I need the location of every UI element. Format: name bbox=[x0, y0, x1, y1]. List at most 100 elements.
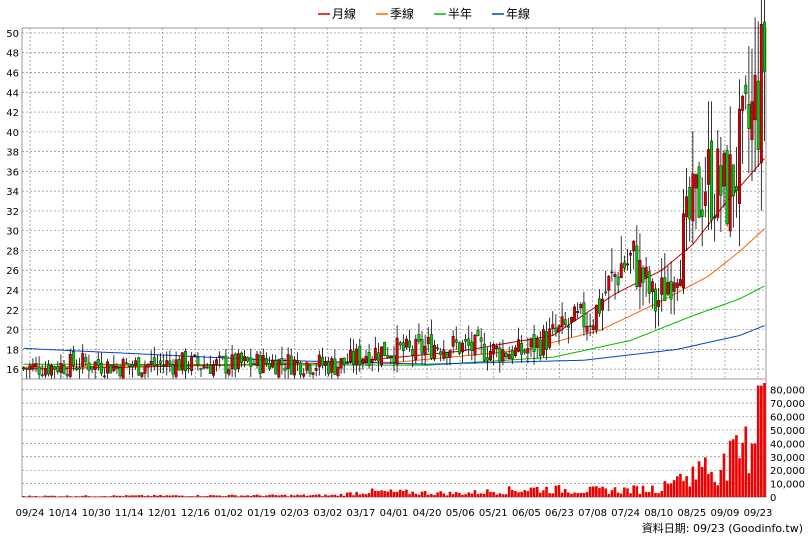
candle-body-169 bbox=[548, 328, 552, 348]
candle-body-223 bbox=[716, 148, 720, 218]
volume-tick-5: 50,000 bbox=[770, 426, 805, 437]
candle-body-15 bbox=[68, 353, 72, 377]
volume-bar-36 bbox=[134, 495, 137, 497]
candle-109 bbox=[361, 357, 365, 370]
volume-bar-63 bbox=[218, 495, 221, 497]
volume-axis: 0 10,000 20,000 30,000 40,000 50,000 60,000 70,… bbox=[770, 386, 805, 504]
volume-bar-193 bbox=[623, 487, 626, 497]
volume-bar-182 bbox=[588, 486, 592, 497]
candle-56 bbox=[196, 352, 200, 371]
date-tick-0: 09/24 bbox=[16, 508, 45, 519]
volume-bar-41 bbox=[149, 496, 153, 497]
candle-17 bbox=[75, 359, 78, 372]
candle-231 bbox=[741, 94, 745, 164]
volume-bar-167 bbox=[542, 490, 545, 497]
volume-bar-179 bbox=[579, 492, 583, 497]
volume-bar-100 bbox=[333, 494, 337, 497]
candle-165 bbox=[535, 335, 539, 359]
volume-bar-104 bbox=[345, 492, 349, 497]
volume-bar-226 bbox=[725, 480, 729, 497]
candle-221 bbox=[710, 101, 713, 230]
candle-body-89 bbox=[299, 362, 303, 375]
volume-bar-178 bbox=[576, 493, 579, 497]
volume-bar-177 bbox=[573, 492, 576, 497]
candle-238 bbox=[762, 0, 766, 142]
date-tick-22: 09/23 bbox=[744, 508, 773, 519]
volume-bar-95 bbox=[317, 494, 321, 497]
candle-145 bbox=[473, 333, 477, 364]
candle-body-33 bbox=[124, 362, 128, 364]
candle-219 bbox=[703, 157, 707, 218]
candle-body-220 bbox=[706, 149, 710, 185]
candle-body-18 bbox=[78, 367, 82, 370]
candle-141 bbox=[461, 340, 464, 363]
candle-64 bbox=[221, 355, 225, 361]
candle-153 bbox=[498, 342, 502, 373]
volume-bar-191 bbox=[616, 492, 620, 497]
candle-66 bbox=[227, 366, 231, 376]
candle-body-103 bbox=[342, 357, 346, 365]
candle-67 bbox=[230, 344, 234, 377]
candle-body-60 bbox=[208, 365, 212, 374]
volume-bar-175 bbox=[567, 492, 570, 497]
candle-214 bbox=[688, 176, 692, 242]
candle-213 bbox=[685, 167, 689, 251]
candle-body-23 bbox=[93, 361, 97, 370]
candle-body-97 bbox=[324, 361, 327, 366]
candle-218 bbox=[700, 177, 704, 247]
candle-136 bbox=[445, 351, 449, 366]
candle-50 bbox=[177, 355, 181, 371]
volume-bar-207 bbox=[666, 483, 670, 497]
candle-23 bbox=[93, 361, 97, 381]
volume-bar-54 bbox=[190, 496, 193, 497]
candle-body-10 bbox=[53, 366, 57, 370]
candle-body-207 bbox=[666, 282, 670, 295]
candle-164 bbox=[532, 324, 536, 365]
volume-tick-3: 30,000 bbox=[770, 453, 805, 464]
volume-bar-220 bbox=[707, 474, 710, 497]
volume-bar-114 bbox=[377, 491, 380, 497]
legend-label-3: 年線 bbox=[506, 6, 530, 21]
candle-77 bbox=[261, 348, 265, 374]
candle-223 bbox=[716, 129, 720, 222]
candle-body-150 bbox=[489, 350, 492, 361]
volume-bar-190 bbox=[613, 487, 617, 497]
candle-21 bbox=[87, 354, 91, 379]
volume-bar-23 bbox=[93, 496, 97, 497]
candle-112 bbox=[370, 356, 374, 372]
candle-body-199 bbox=[641, 267, 645, 283]
candle-body-6 bbox=[40, 374, 44, 377]
candle-body-237 bbox=[759, 24, 763, 163]
candle-134 bbox=[439, 347, 443, 362]
volume-bar-13 bbox=[62, 496, 66, 497]
candle-43 bbox=[155, 355, 159, 376]
volume-bar-48 bbox=[171, 495, 175, 497]
candle-body-124 bbox=[408, 340, 412, 348]
candle-body-84 bbox=[283, 367, 287, 371]
candle-body-133 bbox=[436, 347, 440, 349]
candle-body-201 bbox=[647, 271, 651, 294]
volume-bar-153 bbox=[498, 493, 502, 497]
volume-bar-77 bbox=[261, 496, 265, 497]
candle-74 bbox=[252, 358, 256, 366]
candle-30 bbox=[115, 363, 119, 374]
candle-34 bbox=[127, 363, 131, 375]
candle-107 bbox=[355, 343, 359, 375]
candle-193 bbox=[622, 255, 626, 273]
candle-body-86 bbox=[289, 355, 293, 375]
candle-88 bbox=[296, 352, 299, 372]
candle-body-205 bbox=[660, 277, 664, 295]
candle-196 bbox=[632, 240, 636, 270]
volume-bar-46 bbox=[165, 495, 169, 497]
candle-body-189 bbox=[610, 271, 614, 274]
candle-body-184 bbox=[594, 304, 598, 331]
candle-body-67 bbox=[230, 354, 234, 370]
volume-bar-137 bbox=[448, 491, 452, 497]
volume-bar-61 bbox=[212, 495, 215, 497]
candle-169 bbox=[548, 317, 552, 350]
candle-body-101 bbox=[336, 366, 340, 377]
candle-body-129 bbox=[423, 345, 427, 356]
candle-217 bbox=[697, 161, 701, 219]
volume-bar-30 bbox=[115, 495, 119, 497]
candle-body-30 bbox=[115, 366, 119, 369]
